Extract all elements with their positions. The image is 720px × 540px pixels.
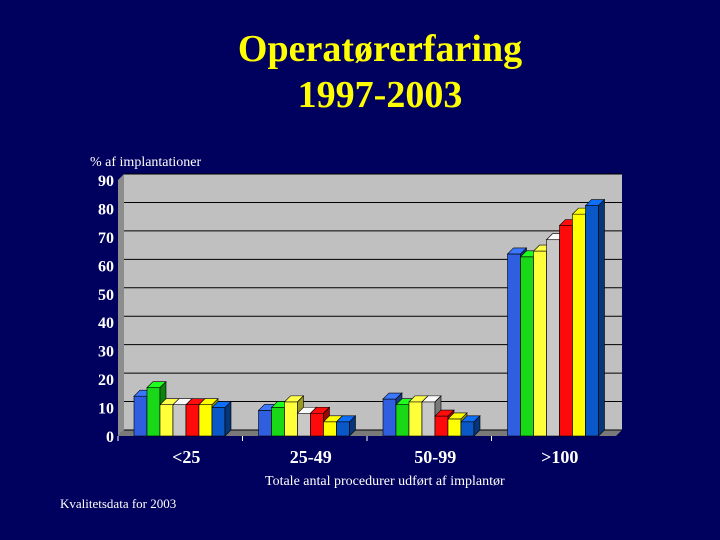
bar-front bbox=[336, 421, 350, 437]
bars bbox=[133, 198, 606, 437]
plot-floor bbox=[118, 430, 622, 436]
bar-front bbox=[284, 401, 298, 437]
bar-front bbox=[572, 213, 586, 437]
bar-front bbox=[310, 412, 324, 437]
bar-front bbox=[447, 418, 462, 437]
bar bbox=[335, 415, 357, 437]
bar bbox=[584, 198, 606, 437]
y-tick-label: 80 bbox=[98, 201, 114, 218]
bar-front bbox=[211, 407, 226, 437]
bar-front bbox=[585, 205, 599, 437]
x-axis-label: Totale antal procedurer udført af implan… bbox=[265, 474, 505, 489]
chart-title: Operatørerfaring 1997-2003 bbox=[0, 26, 720, 118]
plot-back-wall bbox=[124, 174, 622, 430]
x-tick-label: 25-49 bbox=[290, 447, 332, 467]
bar-front bbox=[271, 407, 285, 437]
bar-side bbox=[473, 415, 481, 437]
x-axis-ticks: <25 25-49 50-99 >100 bbox=[117, 436, 578, 467]
bar-front bbox=[546, 239, 560, 437]
y-tick-label: 0 bbox=[106, 429, 114, 446]
bar-front bbox=[533, 250, 547, 437]
bar-front bbox=[297, 412, 311, 437]
y-tick-label: 20 bbox=[98, 372, 114, 389]
bar-side bbox=[224, 400, 232, 437]
y-tick-label: 10 bbox=[98, 401, 114, 418]
bar-front bbox=[460, 421, 475, 437]
y-axis-label: % af implantationer bbox=[90, 155, 202, 170]
footer-note: Kvalitetsdata for 2003 bbox=[60, 496, 177, 511]
x-tick-label: 50-99 bbox=[414, 447, 456, 467]
bar-front bbox=[258, 410, 272, 437]
title-line-1: Operatørerfaring bbox=[237, 28, 523, 70]
bar-front bbox=[323, 421, 337, 437]
bar-front bbox=[507, 253, 521, 437]
bar-side bbox=[598, 198, 605, 437]
x-tick-label: >100 bbox=[541, 447, 578, 467]
bar-front bbox=[172, 404, 187, 437]
y-tick-label: 70 bbox=[98, 230, 114, 247]
bar-front bbox=[198, 404, 213, 437]
x-tick-label: <25 bbox=[172, 447, 200, 467]
bar-front bbox=[146, 387, 161, 437]
title-line-2: 1997-2003 bbox=[297, 74, 463, 116]
bar-front bbox=[520, 256, 534, 437]
bar-front bbox=[408, 401, 423, 437]
bar-front bbox=[395, 404, 410, 437]
bar bbox=[460, 415, 481, 437]
y-tick-label: 60 bbox=[98, 258, 114, 275]
y-tick-label: 40 bbox=[98, 315, 114, 332]
y-tick-label: 90 bbox=[98, 173, 114, 190]
bar bbox=[309, 406, 331, 437]
bar-front bbox=[159, 404, 174, 437]
bar-front bbox=[133, 395, 148, 437]
y-axis-ticks: 0 10 20 30 40 50 60 70 80 90 bbox=[98, 173, 114, 446]
bar-front bbox=[559, 225, 573, 437]
bar-side bbox=[349, 415, 356, 437]
y-tick-label: 50 bbox=[98, 287, 114, 304]
bar-front bbox=[382, 398, 397, 437]
y-tick-label: 30 bbox=[98, 344, 114, 361]
plot-side-wall bbox=[118, 174, 124, 436]
bar bbox=[211, 400, 232, 437]
bar-front bbox=[434, 415, 449, 437]
bar-front bbox=[185, 404, 200, 437]
bar-front bbox=[421, 401, 436, 437]
